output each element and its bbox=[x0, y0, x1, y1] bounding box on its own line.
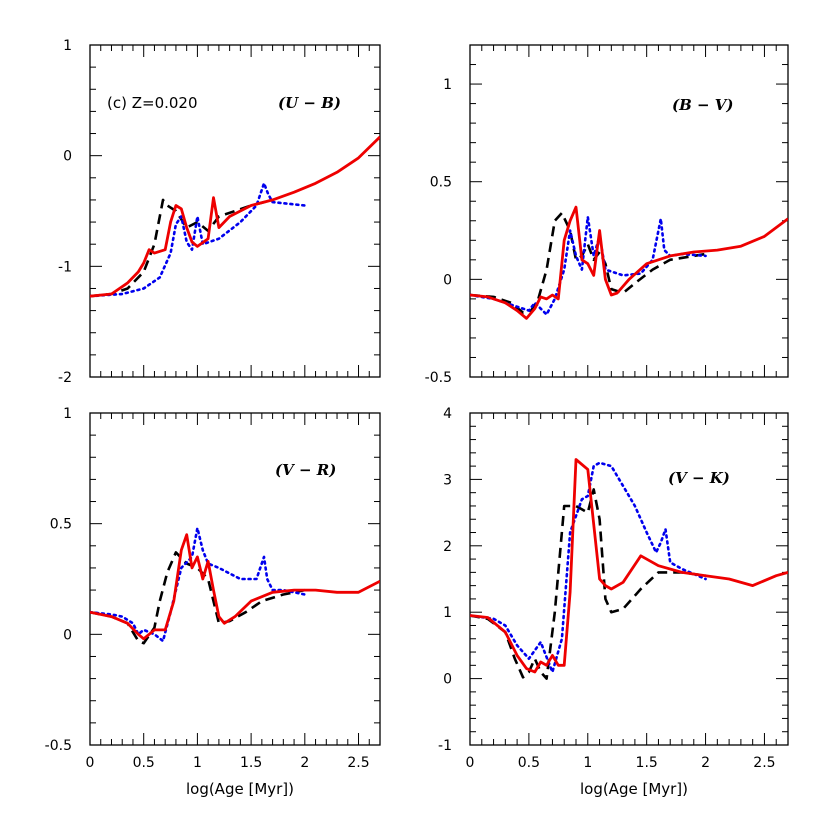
vr-series-black-dashed bbox=[90, 551, 306, 645]
vk-series-blue-dotted bbox=[470, 461, 707, 674]
bv-y-tick-label: 0 bbox=[443, 272, 452, 288]
panel-v-minus-r: -0.5 0 0.5 1 0 0.5 1 1.5 2 2.5 log(Age [Myr]) (V − … bbox=[45, 406, 381, 798]
vk-x-tick-label: 0.5 bbox=[518, 755, 540, 771]
vr-x-tick-label: 0.5 bbox=[133, 755, 155, 771]
bv-y-tick-label: 0.5 bbox=[430, 175, 452, 191]
vr-x-tick-label: 0 bbox=[86, 755, 95, 771]
ub-y-tick-label: -2 bbox=[58, 370, 72, 386]
ub-y-tick-label: -1 bbox=[58, 259, 72, 275]
bv-y-tick-label: -0.5 bbox=[425, 370, 452, 386]
vk-y-tick-label: 1 bbox=[443, 605, 452, 621]
bv-y-tick-label: 1 bbox=[443, 77, 452, 93]
vk-y-tick-label: 2 bbox=[443, 539, 452, 555]
vk-x-tick-label: 1 bbox=[583, 755, 592, 771]
bv-series-blue-dotted bbox=[470, 215, 707, 316]
vk-panel-title: (V − K) bbox=[668, 469, 730, 487]
vr-panel-title: (V − R) bbox=[275, 461, 336, 479]
vk-x-tick-label: 0 bbox=[466, 755, 475, 771]
vr-x-tick-label: 1 bbox=[193, 755, 202, 771]
panel-b-minus-v: -0.5 0 0.5 1 (B − V) bbox=[425, 44, 789, 386]
vk-x-axis-label: log(Age [Myr]) bbox=[580, 780, 688, 798]
ub-series-red-solid bbox=[90, 135, 380, 298]
ub-series-black-dashed bbox=[90, 198, 273, 298]
vk-series-black-dashed bbox=[470, 488, 706, 680]
vk-series-red-solid bbox=[470, 458, 788, 674]
vr-x-axis-label: log(Age [Myr]) bbox=[186, 780, 294, 798]
vk-y-tick-label: 0 bbox=[443, 672, 452, 688]
ub-metallicity-annotation: (c) Z=0.020 bbox=[107, 94, 198, 112]
vr-series-blue-dotted bbox=[90, 526, 307, 643]
bv-panel-title: (B − V) bbox=[672, 96, 734, 114]
vr-plot-frame bbox=[89, 412, 381, 746]
panel-u-minus-b: -2 -1 0 1 (U − B) (c) Z=0.020 bbox=[58, 38, 381, 386]
vr-y-tick-label: 1 bbox=[63, 406, 72, 422]
vk-x-tick-label: 2 bbox=[701, 755, 710, 771]
vk-x-tick-label: 1.5 bbox=[636, 755, 658, 771]
vr-y-tick-label: 0 bbox=[63, 627, 72, 643]
vk-plot-frame bbox=[469, 412, 789, 746]
vr-y-tick-label: -0.5 bbox=[45, 738, 72, 754]
bv-series-black-dashed bbox=[470, 211, 706, 314]
panel-v-minus-k: -1 0 1 2 3 4 0 0.5 1 1.5 2 2.5 log(Age [Myr]) (V − K) bbox=[438, 406, 789, 798]
bv-series-red-solid bbox=[470, 205, 788, 320]
vr-series-red-solid bbox=[90, 533, 380, 641]
ub-y-tick-label: 0 bbox=[63, 149, 72, 165]
ub-series-blue-dotted bbox=[90, 182, 307, 298]
vr-x-tick-label: 2.5 bbox=[347, 755, 369, 771]
bv-plot-frame bbox=[469, 44, 789, 378]
vk-x-tick-label: 2.5 bbox=[753, 755, 775, 771]
ub-panel-title: (U − B) bbox=[278, 94, 341, 112]
vr-x-tick-label: 1.5 bbox=[240, 755, 262, 771]
ub-y-tick-label: 1 bbox=[63, 38, 72, 54]
vk-y-tick-label: -1 bbox=[438, 738, 452, 754]
vr-y-tick-label: 0.5 bbox=[50, 517, 72, 533]
ub-plot-frame bbox=[89, 44, 381, 378]
vr-x-tick-label: 2 bbox=[300, 755, 309, 771]
vk-y-tick-label: 4 bbox=[443, 406, 452, 422]
vk-y-tick-label: 3 bbox=[443, 472, 452, 488]
